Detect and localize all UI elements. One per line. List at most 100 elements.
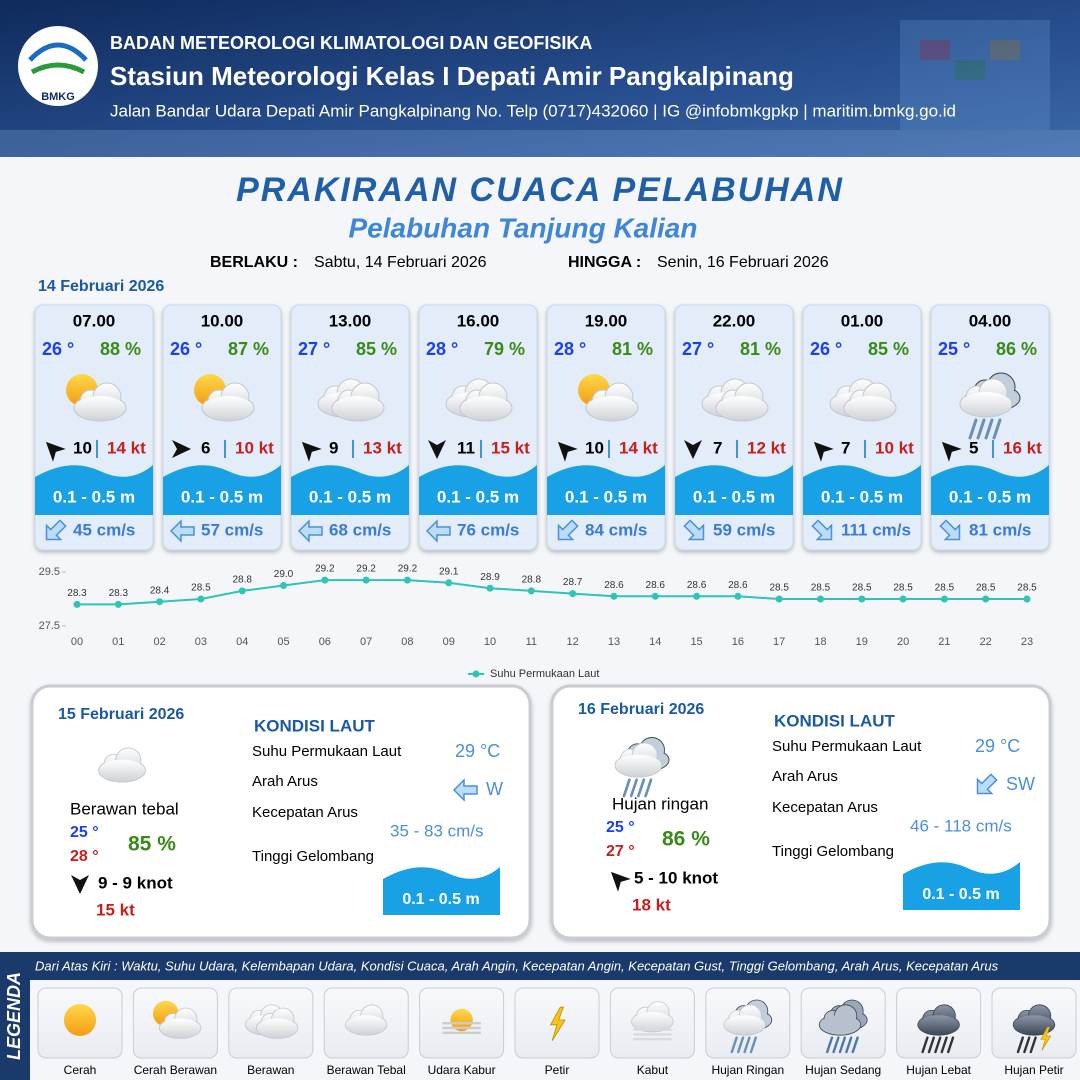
temperature: 25 ° bbox=[938, 339, 970, 359]
current-speed: 46 - 118 cm/s bbox=[910, 816, 1012, 835]
cloud-part bbox=[333, 396, 383, 420]
sea-label: Kecepatan Arus bbox=[772, 799, 878, 816]
weather-icon bbox=[1012, 1004, 1056, 1054]
legend-item: Berawan bbox=[247, 1063, 294, 1077]
wave-height: 0.1 - 0.5 m bbox=[821, 487, 903, 506]
legend-description: Dari Atas Kiri : Waktu, Suhu Udara, Kele… bbox=[35, 958, 999, 973]
rain-drop bbox=[940, 1036, 948, 1054]
x-tick-label: 04 bbox=[236, 636, 248, 648]
gust: 14 kt bbox=[107, 438, 146, 457]
rain-drop bbox=[927, 1036, 935, 1054]
sst-point bbox=[73, 600, 81, 608]
humidity: 81 % bbox=[612, 339, 653, 359]
x-tick-label: 17 bbox=[773, 636, 785, 648]
value-label: 28.5 bbox=[811, 583, 831, 594]
cloud-part bbox=[461, 396, 511, 420]
value-label: 29.1 bbox=[439, 566, 459, 577]
agency: BADAN METEOROLOGI KLIMATOLOGI DAN GEOFIS… bbox=[110, 33, 592, 53]
day-date: 15 Februari 2026 bbox=[58, 706, 184, 723]
x-tick-label: 03 bbox=[195, 636, 207, 648]
rain-drop bbox=[851, 1036, 859, 1054]
cloud-part bbox=[961, 392, 1011, 416]
gust: 10 kt bbox=[235, 438, 274, 457]
sst-point bbox=[651, 592, 659, 600]
header-band bbox=[0, 0, 1080, 157]
rain-drop bbox=[984, 418, 994, 440]
wave-band bbox=[803, 465, 921, 515]
sst-point bbox=[403, 576, 411, 584]
current-arrow bbox=[452, 778, 478, 802]
value-label: 29.0 bbox=[274, 569, 294, 580]
x-tick-label: 07 bbox=[360, 636, 372, 648]
value-label: 28.6 bbox=[687, 580, 707, 591]
sea-label: Tinggi Gelombang bbox=[252, 848, 374, 865]
wind-arrow bbox=[172, 440, 191, 458]
sun bbox=[64, 1004, 96, 1036]
legend-item: Cerah bbox=[64, 1063, 97, 1077]
sea-temp: 29 °C bbox=[455, 741, 500, 761]
condition: Hujan ringan bbox=[612, 794, 708, 813]
cloud-part bbox=[587, 396, 637, 420]
wind-speed: 11 bbox=[457, 438, 475, 457]
weather-icon bbox=[445, 378, 513, 422]
sst-point bbox=[775, 595, 783, 603]
wave-band bbox=[35, 465, 153, 515]
x-tick-label: 14 bbox=[649, 636, 661, 648]
wave-height: 0.1 - 0.5 m bbox=[437, 487, 519, 506]
value-label: 29.2 bbox=[356, 564, 376, 575]
weather-icon bbox=[701, 378, 769, 422]
current-speed: 111 cm/s bbox=[841, 520, 911, 539]
current-speed: 45 cm/s bbox=[73, 520, 135, 539]
rain-drop bbox=[826, 1036, 834, 1054]
rain-drop bbox=[1016, 1036, 1024, 1054]
cloud-part bbox=[75, 396, 125, 420]
value-label: 28.8 bbox=[522, 575, 542, 586]
value-label: 28.5 bbox=[191, 583, 211, 594]
sea-label: Suhu Permukaan Laut bbox=[772, 738, 922, 755]
wave-height: 0.1 - 0.5 m bbox=[565, 487, 647, 506]
time: 22.00 bbox=[713, 311, 756, 330]
rain-drop bbox=[622, 778, 631, 798]
legend-item: Cerah Berawan bbox=[134, 1063, 217, 1077]
legend-item: Hujan Ringan bbox=[711, 1063, 784, 1077]
temp-min: 25 ° bbox=[606, 819, 635, 836]
value-label: 28.6 bbox=[728, 580, 748, 591]
current-arrow bbox=[169, 519, 195, 543]
wave-height: 0.1 - 0.5 m bbox=[53, 487, 135, 506]
sun bbox=[450, 1008, 473, 1032]
condition: Berawan tebal bbox=[70, 799, 179, 818]
value-label: 28.3 bbox=[109, 588, 129, 599]
current-speed: 57 cm/s bbox=[201, 520, 263, 539]
x-tick-label: 18 bbox=[814, 636, 826, 648]
weather-icon bbox=[98, 747, 146, 783]
current-speed: 59 cm/s bbox=[713, 520, 775, 539]
wind-arrow bbox=[428, 440, 446, 459]
weather-icon bbox=[66, 374, 127, 422]
gust: 15 kt bbox=[96, 900, 135, 919]
rain-drop bbox=[749, 1036, 757, 1054]
weather-icon bbox=[631, 1001, 674, 1041]
rain-drop bbox=[832, 1036, 840, 1054]
rain-drop bbox=[644, 778, 653, 798]
x-tick-label: 22 bbox=[980, 636, 992, 648]
wind-speed: 7 bbox=[841, 438, 850, 457]
time: 07.00 bbox=[73, 311, 116, 330]
humidity: 85 % bbox=[356, 339, 397, 359]
legend-bar bbox=[30, 952, 1080, 980]
wave-band bbox=[547, 465, 665, 515]
humidity: 87 % bbox=[228, 339, 269, 359]
current-arrow bbox=[811, 519, 833, 541]
rain-drop bbox=[838, 1036, 847, 1054]
sst-point bbox=[1023, 595, 1031, 603]
gust: 15 kt bbox=[491, 438, 530, 457]
cloud-part bbox=[632, 1012, 673, 1032]
temp-max: 27 ° bbox=[606, 843, 635, 860]
rain-drop bbox=[1023, 1036, 1031, 1054]
sea-label: Arah Arus bbox=[252, 773, 318, 790]
rain-drop bbox=[1029, 1036, 1037, 1054]
wave-height: 0.1 - 0.5 m bbox=[402, 891, 479, 908]
valid-until: Senin, 16 Februari 2026 bbox=[657, 254, 829, 271]
lightning bbox=[549, 1006, 566, 1042]
wind-speed: 5 bbox=[969, 438, 978, 457]
wind: 9 - 9 knot bbox=[98, 873, 173, 892]
